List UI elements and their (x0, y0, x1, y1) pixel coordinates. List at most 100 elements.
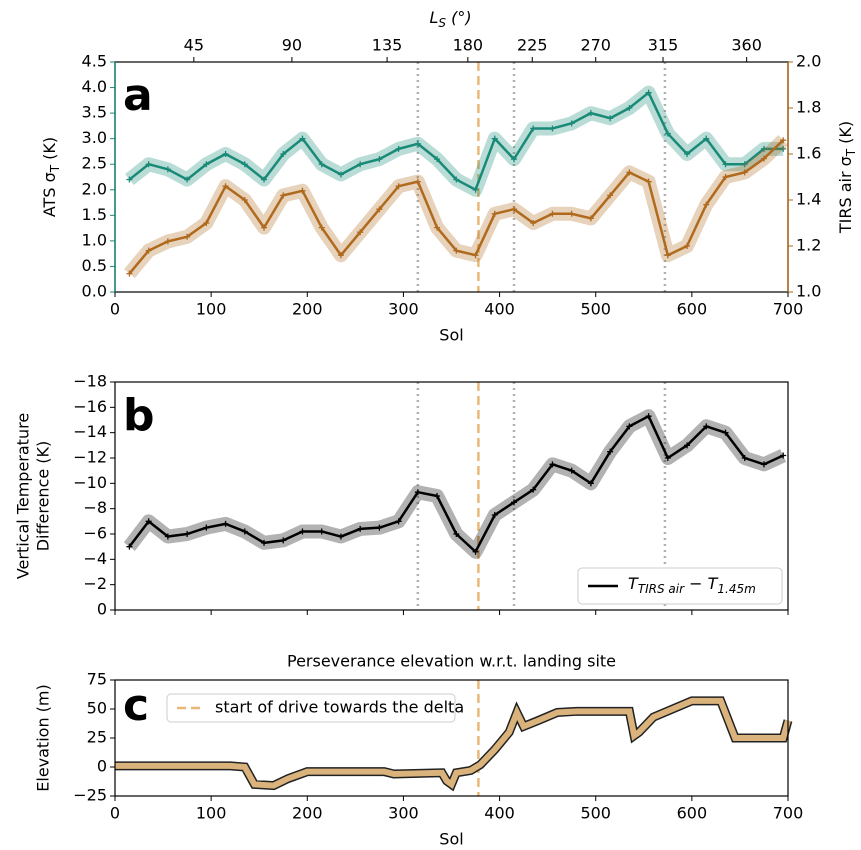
data-point (722, 174, 729, 180)
data-point (722, 429, 729, 436)
data-point (164, 533, 171, 540)
legend-label-part: TIRS air (638, 582, 685, 596)
y-tick-label: 0.0 (82, 282, 107, 301)
y2-axis-label: TIRS air σT (K) (836, 121, 858, 234)
y2-axis-label-part: T (844, 148, 858, 157)
data-point (280, 192, 287, 199)
y-tick-label: 4.5 (82, 52, 107, 71)
panel-0: 0 100 200 300 400 500 600 700 Sol 45 90 135 180 225 27… (82, 36, 822, 345)
y-tick-label: 3.0 (82, 128, 107, 147)
data-point (376, 156, 383, 163)
y-axis-label: Elevation (m) (34, 684, 53, 791)
x-tick-label: 100 (196, 804, 227, 823)
data-point (626, 169, 633, 176)
data-point (203, 161, 210, 168)
data-point (184, 176, 191, 183)
data-point (434, 493, 441, 499)
data-point (337, 171, 344, 178)
data-point (491, 135, 498, 142)
data-point (645, 89, 652, 96)
data-point (414, 489, 421, 496)
x-tick-label: 0 (110, 300, 120, 319)
data-point (357, 525, 364, 532)
data-point (568, 467, 575, 474)
legend-label-part: T (628, 574, 639, 593)
data-point (376, 524, 383, 531)
chart-title: Perseverance elevation w.r.t. landing si… (287, 652, 616, 671)
y-tick-label: 4.0 (82, 77, 107, 96)
data-point (645, 413, 652, 420)
data-point (299, 187, 306, 194)
series-line (115, 697, 791, 790)
data-point (357, 161, 364, 168)
data-point (261, 539, 268, 546)
data-point (780, 145, 787, 152)
data-point (510, 499, 517, 506)
x-tick-label: 0 (110, 804, 120, 823)
panel-label: c (123, 680, 149, 731)
data-point (280, 537, 287, 544)
data-point (587, 480, 594, 487)
data-point (376, 206, 383, 213)
y-tick-label: −8 (83, 498, 107, 517)
data-point (453, 247, 460, 254)
data-point (684, 151, 691, 157)
data-point (530, 220, 537, 226)
top-tick-label: 45 (184, 36, 204, 55)
y2-tick-label: 1.6 (796, 144, 821, 163)
x-axis-label: Sol (439, 830, 463, 849)
data-point (337, 533, 344, 540)
y-axis-label-part: ATS σ (40, 172, 59, 217)
y-tick-label: 0 (97, 757, 107, 776)
x-tick-label: 600 (677, 300, 708, 319)
data-point (664, 130, 671, 137)
data-point (280, 151, 287, 157)
data-point (434, 224, 441, 231)
x-tick-label: 700 (773, 804, 804, 823)
data-point (703, 135, 710, 142)
y2-tick-label: 2.0 (796, 52, 821, 71)
data-point (510, 156, 517, 163)
data-point (626, 423, 633, 430)
data-point (126, 543, 133, 550)
y-tick-label: 0 (97, 600, 107, 619)
data-point (222, 183, 229, 190)
data-point (241, 528, 248, 535)
data-point (664, 455, 671, 461)
panel-label: b (123, 390, 155, 441)
top-axis-label-part: S (438, 16, 446, 30)
y-tick-label: 2.5 (82, 154, 107, 173)
data-point (664, 252, 671, 259)
y-axis-label-part: (K) (40, 137, 59, 165)
y2-axis-label-part: TIRS air σ (836, 156, 855, 234)
x-tick-label: 200 (292, 300, 323, 319)
panel-1: 0 −2 −4 −6 −8 −10 −12 −14 −16 −18 Vertical Tempera… (14, 372, 789, 619)
y-tick-label: −25 (73, 786, 107, 805)
legend-label-part: 1.45m (717, 582, 755, 596)
y-tick-label: 50 (87, 699, 107, 718)
axes-frame (114, 381, 789, 611)
data-point (299, 135, 306, 142)
data-point (145, 518, 152, 525)
legend-box (577, 567, 783, 605)
data-point (241, 161, 248, 168)
data-point (760, 155, 767, 162)
data-point (568, 120, 575, 127)
top-axis-label-part: L (430, 8, 439, 27)
top-tick-label: 315 (648, 36, 679, 55)
data-point (568, 210, 575, 217)
data-point (453, 176, 460, 183)
legend-label: TTIRS air − T1.45m (628, 574, 756, 596)
data-point (357, 229, 364, 236)
data-point (222, 151, 229, 157)
panel-label: a (123, 70, 153, 121)
data-point (164, 166, 171, 173)
x-tick-label: 600 (677, 804, 708, 823)
data-point (741, 455, 748, 461)
y-tick-label: −4 (83, 549, 107, 568)
data-point (607, 448, 614, 455)
data-point (626, 105, 633, 111)
y-tick-label: 25 (87, 728, 107, 747)
x-tick-label: 300 (388, 804, 419, 823)
y2-tick-label: 1.8 (796, 98, 821, 117)
